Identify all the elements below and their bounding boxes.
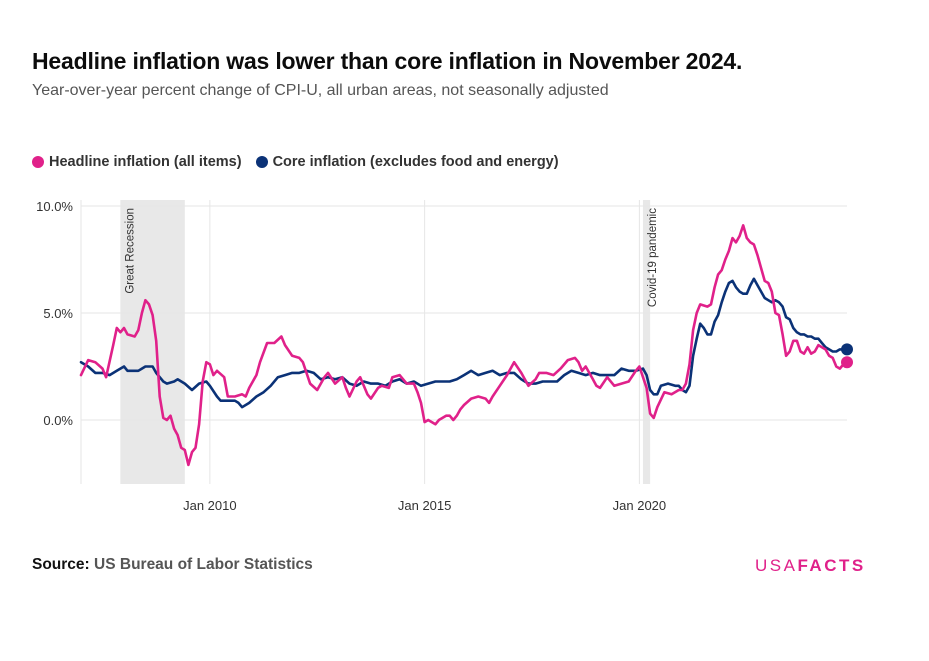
legend-label-headline: Headline inflation (all items) <box>49 154 242 170</box>
chart-legend: Headline inflation (all items) Core infl… <box>32 154 559 170</box>
shaded-band-1 <box>642 200 651 484</box>
series-endpoint-core <box>841 343 853 356</box>
band-label-1: Covid-19 pandemic <box>647 208 659 307</box>
source-label: Source: <box>32 556 90 573</box>
y-tick-label-1: 5.0% <box>43 306 73 321</box>
series-endpoint-headline <box>841 356 853 369</box>
legend-marker-core <box>255 156 268 168</box>
x-tick-label-1: Jan 2015 <box>398 498 452 513</box>
band-label-0: Great Recession <box>124 208 136 294</box>
series-line-headline <box>79 224 849 467</box>
series-line-core <box>79 277 849 409</box>
y-tick-label-0: 10.0% <box>36 199 73 214</box>
source-note: Source: US Bureau of Labor Statistics <box>32 556 313 574</box>
logo-text-usa: USA <box>755 556 798 575</box>
legend-marker-headline <box>32 156 44 168</box>
usafacts-logo: USAFACTS <box>755 556 866 576</box>
y-tick-label-2: 0.0% <box>43 413 73 428</box>
logo-text-facts: FACTS <box>797 556 866 575</box>
legend-item-core: Core inflation (excludes food and energy… <box>255 154 559 170</box>
x-tick-label-2: Jan 2020 <box>613 498 667 513</box>
legend-item-headline: Headline inflation (all items) <box>32 154 242 170</box>
x-tick-label-0: Jan 2010 <box>183 498 237 513</box>
source-text: US Bureau of Labor Statistics <box>94 556 313 573</box>
shaded-band-0 <box>120 200 185 484</box>
legend-label-core: Core inflation (excludes food and energy… <box>272 154 559 170</box>
chart-title: Headline inflation was lower than core i… <box>32 48 743 74</box>
chart-subtitle: Year-over-year percent change of CPI-U, … <box>32 82 609 99</box>
